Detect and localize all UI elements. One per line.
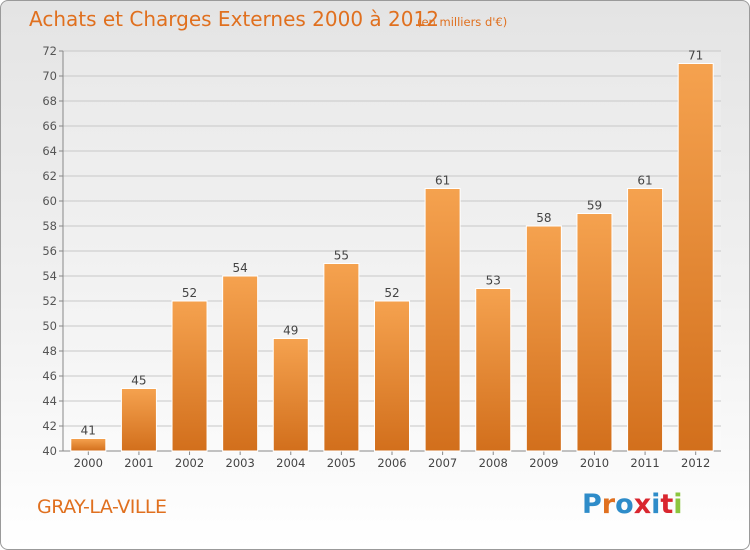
bar-2006 — [374, 300, 410, 452]
logo-letter: i — [651, 489, 661, 520]
bar-2012 — [677, 63, 714, 452]
x-tick-label: 2001 — [124, 456, 153, 470]
x-tick-label: 2000 — [74, 456, 103, 470]
x-tick-label: 2002 — [175, 456, 204, 470]
bar-2003 — [222, 275, 259, 452]
y-tick-label: 58 — [42, 219, 57, 233]
data-label: 59 — [587, 199, 602, 213]
data-label: 52 — [182, 286, 197, 300]
y-tick-label: 42 — [42, 419, 57, 433]
bar-2010 — [576, 213, 613, 452]
logo-letter: x — [633, 489, 652, 520]
y-tick-label: 48 — [42, 344, 57, 358]
y-tick-label: 62 — [42, 169, 57, 183]
y-tick-label: 54 — [42, 269, 57, 283]
y-tick-label: 72 — [42, 44, 57, 58]
data-label: 55 — [334, 249, 349, 263]
x-tick-label: 2008 — [479, 456, 508, 470]
x-tick-label: 2011 — [630, 456, 659, 470]
bar-2011 — [627, 188, 664, 452]
logo-letter: i — [673, 489, 683, 520]
data-label: 53 — [486, 274, 501, 288]
place-name: GRAY-LA-VILLE — [37, 496, 167, 518]
bar-2004 — [272, 338, 309, 452]
chart-unit: (en milliers d'€) — [417, 15, 508, 29]
proxiti-logo[interactable]: Proxiti — [582, 489, 683, 520]
logo-letter: P — [582, 489, 602, 520]
bar-2008 — [475, 288, 512, 452]
y-tick-label: 70 — [42, 69, 57, 83]
data-label: 61 — [637, 174, 652, 188]
y-tick-label: 56 — [42, 244, 57, 258]
data-label: 41 — [81, 424, 96, 438]
x-tick-label: 2006 — [377, 456, 406, 470]
bar-2005 — [323, 263, 360, 452]
y-tick-label: 60 — [42, 194, 57, 208]
x-tick-label: 2012 — [681, 456, 710, 470]
x-tick-label: 2010 — [580, 456, 609, 470]
y-tick-label: 66 — [42, 119, 57, 133]
logo-letter: t — [660, 489, 674, 520]
x-tick-label: 2003 — [226, 456, 255, 470]
y-tick-label: 46 — [42, 369, 57, 383]
chart-title: Achats et Charges Externes 2000 à 2012 — [29, 7, 439, 31]
data-label: 71 — [688, 49, 703, 63]
bar-2007 — [424, 188, 461, 452]
logo-letter: r — [601, 489, 616, 520]
y-tick-label: 44 — [42, 394, 57, 408]
y-tick-label: 40 — [42, 444, 57, 458]
bars — [70, 63, 714, 452]
bar-2002 — [171, 300, 208, 452]
y-tick-label: 68 — [42, 94, 57, 108]
data-label: 45 — [131, 374, 146, 388]
y-tick-label: 64 — [42, 144, 57, 158]
data-label: 54 — [233, 261, 248, 275]
y-tick-label: 52 — [42, 294, 57, 308]
bar-2000 — [70, 438, 107, 452]
logo-letter: o — [615, 489, 634, 520]
data-label: 61 — [435, 174, 450, 188]
x-tick-label: 2005 — [327, 456, 356, 470]
data-label: 58 — [536, 211, 551, 225]
x-tick-label: 2009 — [529, 456, 558, 470]
y-tick-label: 50 — [42, 319, 57, 333]
data-labels: 41 45 52 54 49 55 52 61 53 58 59 61 71 — [81, 49, 704, 438]
bar-2001 — [120, 388, 157, 452]
data-label: 52 — [384, 286, 399, 300]
axes: 40 42 44 46 48 50 52 54 56 58 60 62 64 66 68 70 72 2000 20… — [42, 44, 721, 470]
x-tick-label: 2004 — [276, 456, 305, 470]
bar-2009 — [525, 225, 562, 452]
data-label: 49 — [283, 324, 298, 338]
x-tick-label: 2007 — [428, 456, 457, 470]
